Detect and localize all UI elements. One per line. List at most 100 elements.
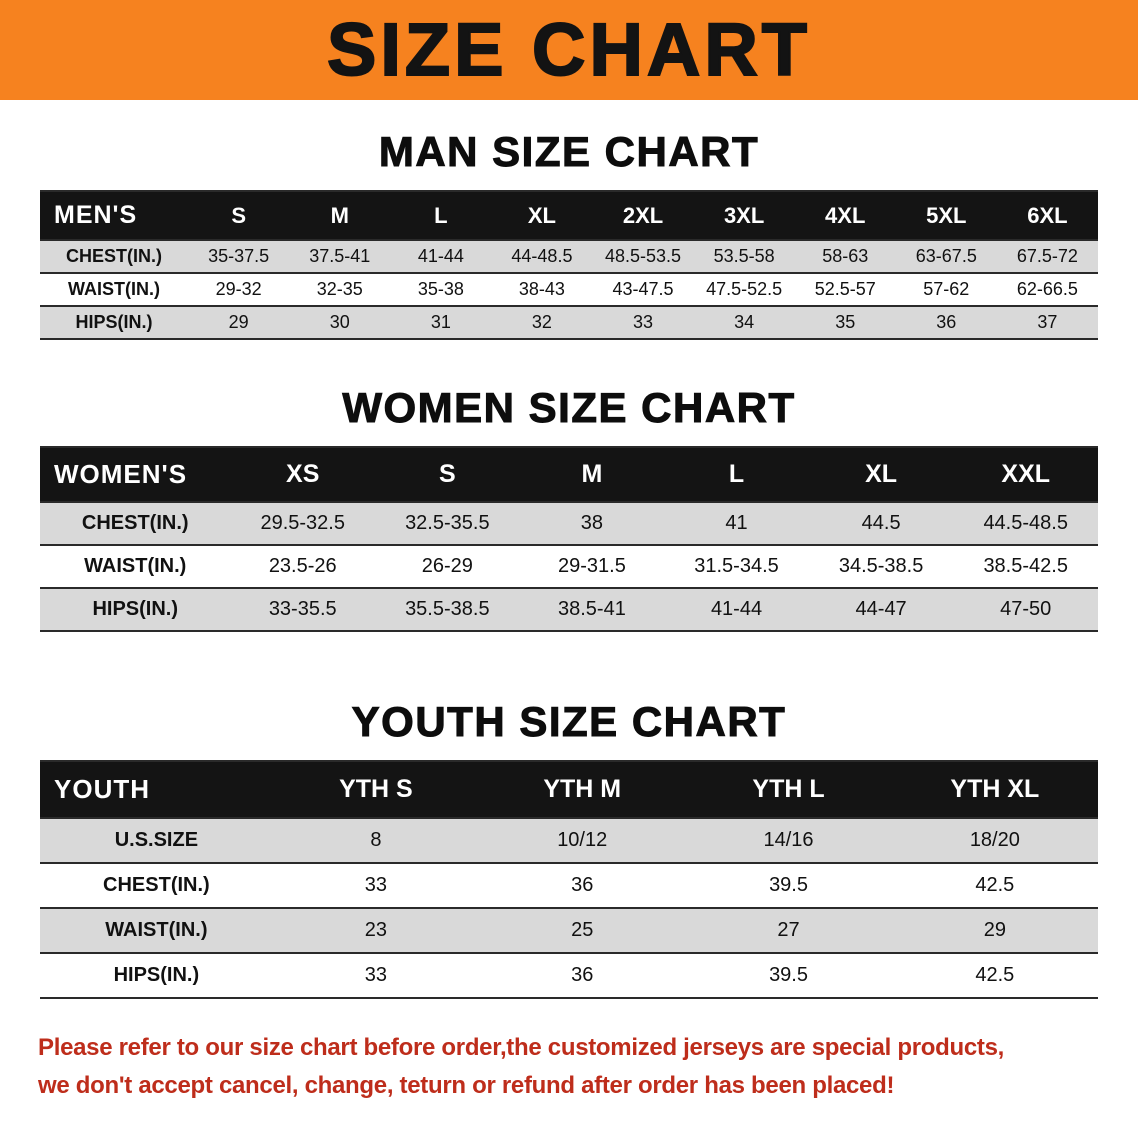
table-corner-label: YOUTH — [40, 761, 273, 818]
row-label: CHEST(IN.) — [40, 239, 189, 273]
size-value: 38.5-42.5 — [953, 544, 1098, 588]
row-label: CHEST(IN.) — [40, 501, 231, 545]
row-label: WAIST(IN.) — [40, 544, 231, 588]
size-value: 33 — [272, 952, 480, 998]
row-label: HIPS(IN.) — [40, 587, 231, 631]
size-value: 29 — [188, 305, 290, 339]
order-policy-notice: Please refer to our size chart before or… — [38, 1029, 1104, 1105]
women-size-table: WOMEN'S XS S M L XL XXL CHEST(IN.) 29.5-32.5 32.5… — [40, 446, 1098, 632]
size-value: 34.5-38.5 — [808, 544, 954, 588]
size-value: 30 — [289, 305, 391, 339]
order-policy-line-2: we don't accept cancel, change, teturn o… — [38, 1072, 895, 1099]
size-value: 52.5-57 — [794, 272, 896, 306]
size-value: 44-47 — [808, 587, 954, 631]
size-value: 38.5-41 — [519, 587, 665, 631]
row-label: CHEST(IN.) — [40, 862, 273, 908]
size-value: 37 — [996, 305, 1098, 339]
row-label: WAIST(IN.) — [40, 272, 189, 306]
row-label: HIPS(IN.) — [40, 305, 189, 339]
size-value: 10/12 — [479, 817, 686, 863]
size-value: 18/20 — [891, 817, 1098, 863]
size-chart-banner: SIZE CHART — [0, 0, 1138, 100]
row-label: HIPS(IN.) — [40, 952, 273, 998]
size-value: 25 — [479, 907, 686, 953]
size-column-header: 5XL — [895, 191, 997, 240]
size-value: 29-31.5 — [519, 544, 665, 588]
size-value: 38-43 — [491, 272, 593, 306]
women-size-section: WOMEN SIZE CHART WOMEN'S XS S M L XL XXL CHEST(… — [0, 384, 1138, 632]
size-value: 36 — [479, 862, 686, 908]
size-column-header: 3XL — [693, 191, 795, 240]
row-label: U.S.SIZE — [40, 817, 273, 863]
size-value: 42.5 — [891, 952, 1098, 998]
size-column-header: YTH XL — [891, 761, 1098, 818]
size-value: 14/16 — [685, 817, 892, 863]
size-column-header: XS — [230, 447, 376, 502]
table-corner-label: MEN'S — [40, 191, 189, 240]
size-value: 39.5 — [685, 862, 892, 908]
size-value: 48.5-53.5 — [592, 239, 694, 273]
table-header-row: MEN'S S M L XL 2XL 3XL 4XL 5XL 6XL — [40, 191, 1098, 240]
size-value: 34 — [693, 305, 795, 339]
table-header-row: YOUTH YTH S YTH M YTH L YTH XL — [40, 761, 1098, 818]
table-corner-label: WOMEN'S — [40, 447, 231, 502]
size-value: 38 — [519, 501, 665, 545]
table-row: WAIST(IN.) 23.5-26 26-29 29-31.5 31.5-34.5 34… — [40, 544, 1098, 588]
men-size-section: MAN SIZE CHART MEN'S S M L XL 2XL 3XL 4XL 5XL 6XL… — [0, 128, 1138, 340]
row-label: WAIST(IN.) — [40, 907, 273, 953]
size-value: 37.5-41 — [289, 239, 391, 273]
size-value: 35-38 — [390, 272, 492, 306]
size-column-header: L — [390, 191, 492, 240]
size-column-header: S — [375, 447, 520, 502]
men-section-heading: MAN SIZE CHART — [378, 128, 760, 176]
size-column-header: XL — [491, 191, 593, 240]
size-column-header: 2XL — [592, 191, 694, 240]
size-value: 41-44 — [390, 239, 492, 273]
size-value: 33 — [592, 305, 694, 339]
size-value: 47-50 — [953, 587, 1098, 631]
men-size-table: MEN'S S M L XL 2XL 3XL 4XL 5XL 6XL CHEST(IN.) 35-37… — [40, 190, 1098, 340]
size-value: 33 — [272, 862, 480, 908]
size-value: 43-47.5 — [592, 272, 694, 306]
youth-size-section: YOUTH SIZE CHART YOUTH YTH S YTH M YTH L YTH… — [0, 698, 1138, 999]
size-value: 31.5-34.5 — [664, 544, 809, 588]
size-column-header: YTH L — [685, 761, 892, 818]
size-value: 29 — [891, 907, 1098, 953]
size-value: 63-67.5 — [895, 239, 997, 273]
size-value: 36 — [479, 952, 686, 998]
size-value: 47.5-52.5 — [693, 272, 795, 306]
table-header-row: WOMEN'S XS S M L XL XXL — [40, 447, 1098, 502]
table-row: WAIST(IN.) 29-32 32-35 35-38 38-43 43-47.5 47.… — [40, 272, 1098, 306]
size-value: 23.5-26 — [230, 544, 376, 588]
size-value: 32-35 — [289, 272, 391, 306]
size-value: 31 — [390, 305, 492, 339]
size-value: 29.5-32.5 — [230, 501, 376, 545]
size-value: 44.5-48.5 — [953, 501, 1098, 545]
size-value: 44.5 — [808, 501, 954, 545]
size-value: 36 — [895, 305, 997, 339]
size-column-header: M — [289, 191, 391, 240]
order-policy-line-1: Please refer to our size chart before or… — [38, 1034, 1004, 1061]
size-value: 23 — [272, 907, 480, 953]
table-row: U.S.SIZE 8 10/12 14/16 18/20 — [40, 817, 1098, 863]
size-value: 39.5 — [685, 952, 892, 998]
size-column-header: XL — [808, 447, 954, 502]
table-row: WAIST(IN.) 23 25 27 29 — [40, 907, 1098, 953]
size-value: 32 — [491, 305, 593, 339]
size-value: 42.5 — [891, 862, 1098, 908]
size-value: 29-32 — [188, 272, 290, 306]
size-value: 35-37.5 — [188, 239, 290, 273]
size-value: 41-44 — [664, 587, 809, 631]
size-value: 62-66.5 — [996, 272, 1098, 306]
size-column-header: YTH M — [479, 761, 686, 818]
table-row: CHEST(IN.) 29.5-32.5 32.5-35.5 38 41 44.5 44.5… — [40, 501, 1098, 545]
size-value: 58-63 — [794, 239, 896, 273]
size-value: 57-62 — [895, 272, 997, 306]
table-row: HIPS(IN.) 29 30 31 32 33 34 35 36 37 — [40, 305, 1098, 339]
size-value: 33-35.5 — [230, 587, 376, 631]
table-row: HIPS(IN.) 33 36 39.5 42.5 — [40, 952, 1098, 998]
size-column-header: 4XL — [794, 191, 896, 240]
size-column-header: M — [519, 447, 665, 502]
page-title: SIZE CHART — [326, 8, 811, 91]
